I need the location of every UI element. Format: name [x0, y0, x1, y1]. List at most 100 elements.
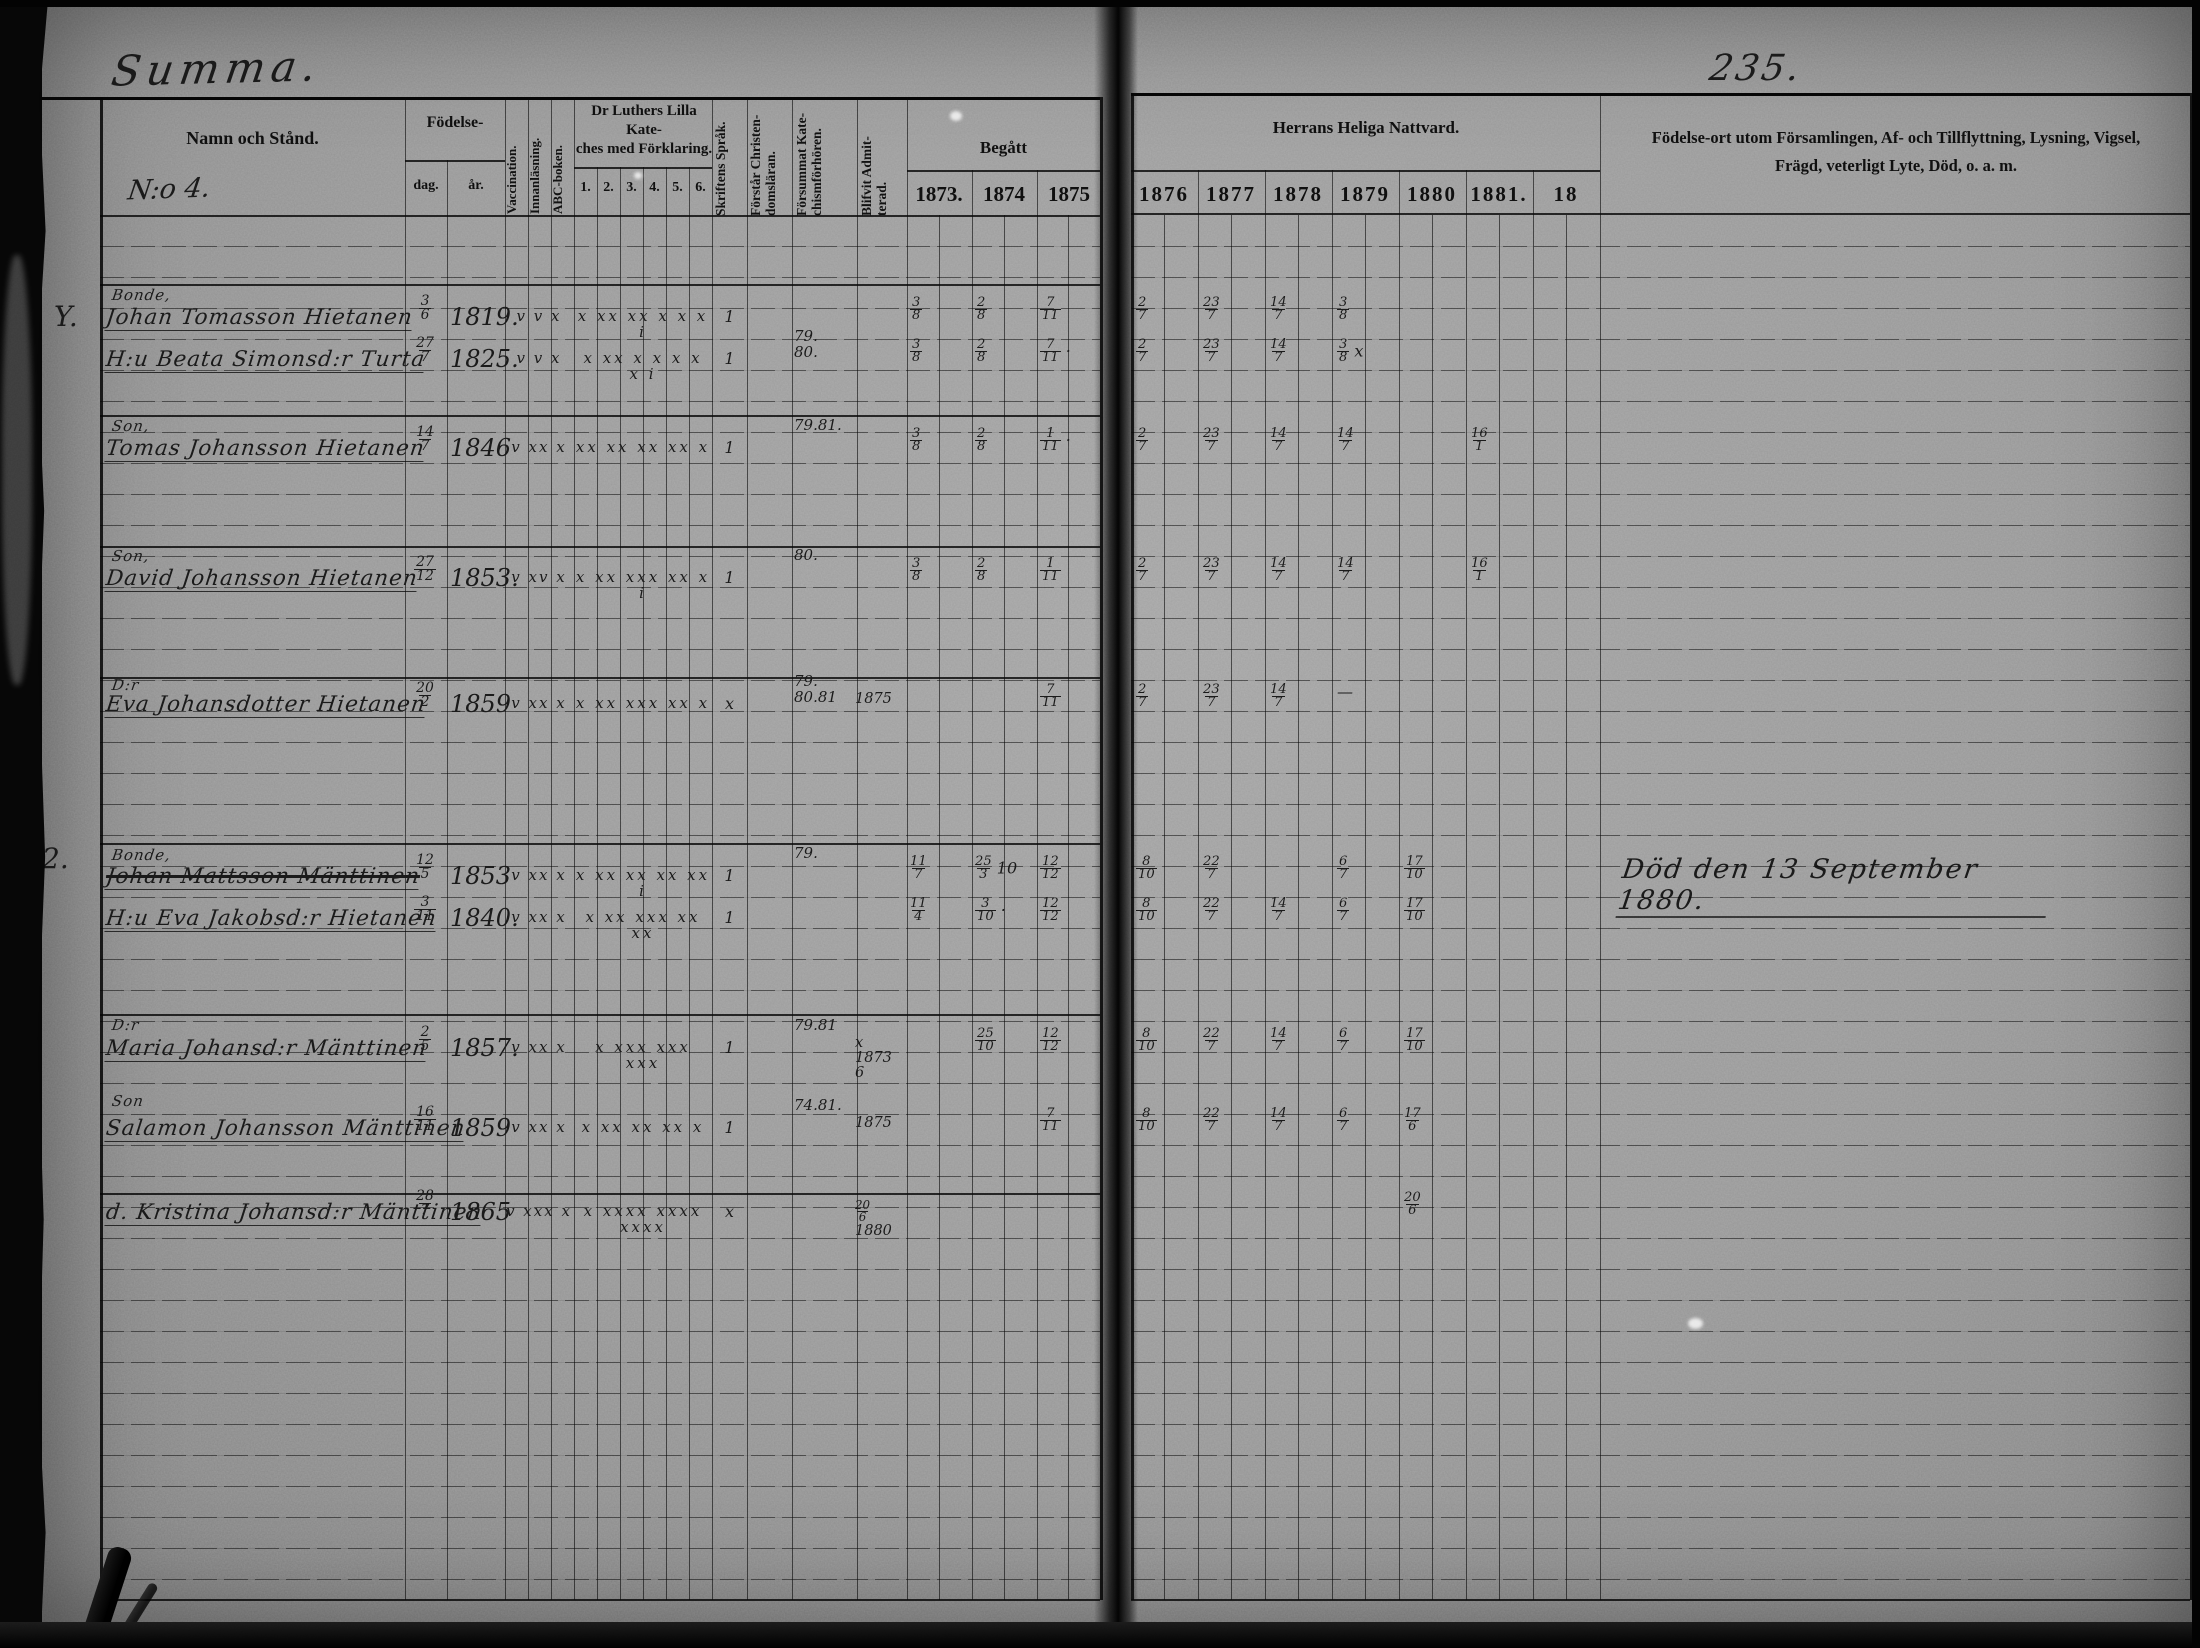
entry-communion-1877: 23 7	[1203, 426, 1220, 455]
grid-hline	[100, 843, 1100, 845]
grid-hline	[100, 1579, 1100, 1580]
entry-communion-1877: 22 7	[1203, 896, 1220, 925]
entry-forsummat-years: 79. 80.81	[794, 672, 837, 706]
grid-vline	[1533, 170, 1534, 1600]
entry-birth-year: 1857.	[450, 1034, 519, 1062]
entry-communion-1880: 20 6	[1404, 1190, 1421, 1219]
grid-hline	[1131, 525, 2190, 526]
entry-birth-year: 1819.	[450, 303, 519, 331]
entry-katekes-marks: x xxxx xxxx xxxx	[583, 1202, 703, 1236]
year-header-1873: 1873.	[915, 182, 963, 206]
entry-birth-year: 1865	[450, 1198, 512, 1226]
entry-communion-1875: 12 12	[1040, 896, 1061, 925]
grid-vline	[447, 160, 448, 1600]
entry-communion-1876: 8 10	[1136, 854, 1157, 883]
entry-admitted-year: 20 6 1880	[855, 1198, 892, 1239]
grid-vline	[1499, 215, 1500, 1600]
summa-heading: Summa.	[108, 41, 326, 96]
entry-name: H:u Eva Jakobsd:r Hietanen	[104, 906, 439, 932]
entry-reading-marks: v xx x	[511, 1038, 567, 1056]
grid-hline	[1131, 494, 2190, 495]
grid-hline	[1131, 773, 2190, 774]
book-left-edge	[0, 0, 48, 1648]
entry-skriftens-mark: 1	[724, 866, 735, 885]
year-header-1878: 1878	[1273, 182, 1323, 206]
grid-vline	[907, 97, 908, 1600]
entry-forsummat-years: 79.81	[794, 1016, 837, 1034]
grid-hline	[100, 742, 1100, 743]
entry-birth-year: 1825.	[450, 345, 519, 373]
header-dag: dag.	[413, 178, 439, 193]
grid-hline	[1131, 1238, 2190, 1239]
grid-vline	[1332, 170, 1333, 1600]
entry-name: David Johansson Hietanen	[104, 566, 420, 592]
entry-name: Maria Johansd:r Mänttinen	[104, 1036, 429, 1062]
entry-communion-1875: 7 11	[1040, 682, 1061, 711]
entry-birth-day: 27 7	[416, 335, 434, 366]
entry-occupation-label: Son,	[110, 547, 152, 565]
entry-admitted-year: 1875	[855, 691, 892, 707]
entry-communion-1880: 17 6	[1404, 1106, 1421, 1135]
header-forstar-christendomslaran: Förstår Christen- domsläran.	[748, 114, 779, 216]
entry-birth-day: 14 7	[416, 424, 434, 455]
katekes-col-label: 2.	[603, 180, 614, 195]
entry-communion-1875: 12 12	[1040, 1026, 1061, 1055]
entry-katekes-marks: x xx xx x x x i	[577, 307, 709, 341]
grid-hline	[1131, 93, 2190, 96]
entry-reading-marks: v xv x	[511, 568, 567, 586]
entry-birth-day: 27 12	[414, 554, 436, 585]
entry-communion-1881: 16 1	[1471, 556, 1488, 585]
entry-communion-1878: 14 7	[1270, 426, 1287, 455]
entry-forsummat-years: 79.	[794, 844, 818, 862]
grid-hline	[100, 1193, 1100, 1195]
page-number: 235.	[1706, 48, 1806, 89]
entry-occupation-label: Bonde,	[110, 286, 173, 304]
grid-hline	[1131, 649, 2190, 650]
entry-forsummat-years: 79.81.	[794, 416, 842, 434]
grid-vline	[1037, 170, 1038, 1600]
entry-skriftens-mark: 1	[724, 908, 735, 927]
grid-hline	[1131, 1176, 2190, 1177]
entry-katekes-marks: xx xx xx xx x	[575, 438, 711, 456]
grid-hline	[1131, 742, 2190, 743]
grid-hline	[1131, 1145, 2190, 1146]
entry-reading-marks: v v x	[516, 349, 562, 367]
entry-communion-1877: 23 7	[1203, 556, 1220, 585]
grid-hline	[1131, 1424, 2190, 1425]
entry-communion-1875: 7 11	[1040, 295, 1061, 324]
margin-mark: Y.	[54, 300, 78, 333]
grid-vline	[972, 170, 973, 1600]
grid-hline	[100, 1486, 1100, 1487]
entry-communion-1875: 12 12	[1040, 854, 1061, 883]
year-header-1879: 1879	[1340, 182, 1390, 206]
grid-hline	[1131, 1486, 2190, 1487]
entry-birth-year: 1853.	[450, 564, 519, 592]
grid-hline	[100, 1331, 1100, 1332]
grid-hline	[1131, 711, 2190, 712]
grid-hline	[100, 677, 1100, 679]
year-header-1875: 1875	[1048, 182, 1090, 206]
grid-hline	[100, 1424, 1100, 1425]
grid-hline	[100, 804, 1100, 805]
entry-katekes-marks: x xx x x x x x i	[583, 349, 703, 383]
katekes-col-label: 4.	[649, 180, 660, 195]
grid-vline	[1265, 170, 1266, 1600]
header-luther-line1: Dr Luthers Lilla Kate-	[591, 103, 697, 138]
entry-skriftens-mark: 1	[724, 1038, 735, 1057]
katekes-col-label: 6.	[695, 180, 706, 195]
entry-communion-1878: 14 7	[1270, 896, 1287, 925]
entry-occupation-label: Son,	[110, 417, 152, 435]
grid-hline	[100, 618, 1100, 619]
grid-hline	[100, 649, 1100, 650]
grid-hline	[907, 170, 1100, 172]
grid-hline	[100, 1083, 1100, 1084]
grid-hline	[100, 525, 1100, 526]
edge-blotch	[2, 255, 32, 685]
grid-hline	[100, 1362, 1100, 1363]
